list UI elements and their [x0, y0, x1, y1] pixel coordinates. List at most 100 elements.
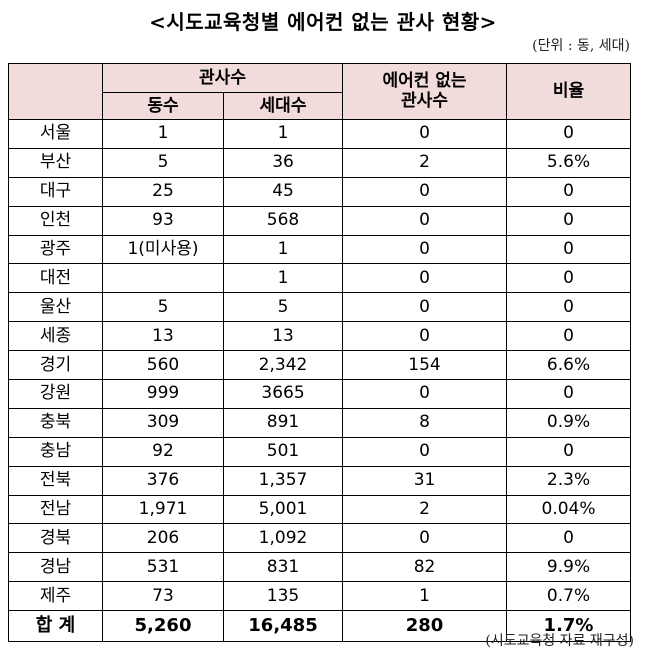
total-label: 합 계 [8, 610, 103, 643]
dong-cell: 376 [102, 465, 224, 496]
no-ac-cell: 82 [342, 552, 508, 583]
region-cell: 강원 [8, 379, 103, 409]
ratio-cell: 0 [506, 523, 632, 554]
table-row: 광주 1(미사용) 1 0 0 [8, 234, 632, 265]
ratio-cell: 0 [506, 292, 632, 323]
ratio-cell: 0.04% [506, 494, 632, 525]
ratio-cell: 0 [506, 205, 632, 236]
table-row: 강원 999 3665 0 0 [8, 379, 632, 409]
no-ac-cell: 0 [342, 263, 508, 294]
table-row: 경남 531 831 82 9.9% [8, 552, 632, 583]
table-row: 충북 309 891 8 0.9% [8, 407, 632, 438]
sedae-cell: 36 [222, 147, 344, 178]
dong-cell: 25 [102, 176, 224, 207]
no-ac-cell: 31 [342, 465, 508, 496]
no-ac-cell: 2 [342, 147, 508, 178]
sedae-cell: 1 [222, 234, 344, 265]
sedae-cell: 1 [222, 119, 344, 149]
sedae-cell: 831 [222, 552, 344, 583]
region-cell: 경북 [8, 523, 103, 554]
header-region-blank [8, 63, 103, 120]
no-ac-cell: 1 [342, 581, 508, 612]
dong-cell: 1,971 [102, 494, 224, 525]
ratio-cell: 9.9% [506, 552, 632, 583]
header-dong: 동수 [102, 92, 224, 120]
no-ac-cell: 0 [342, 292, 508, 323]
region-cell: 충남 [8, 436, 103, 467]
no-ac-cell: 0 [342, 436, 508, 467]
table-row: 서울 1 1 0 0 [8, 119, 632, 149]
sedae-cell: 2,342 [222, 350, 344, 381]
header-ratio: 비율 [506, 63, 632, 120]
no-ac-cell: 2 [342, 494, 508, 525]
table-row: 제주 73 135 1 0.7% [8, 581, 632, 612]
table-row: 경기 560 2,342 154 6.6% [8, 350, 632, 381]
no-ac-cell: 0 [342, 523, 508, 554]
no-ac-cell: 0 [342, 119, 508, 149]
table-row: 충남 92 501 0 0 [8, 436, 632, 467]
sedae-cell: 13 [222, 321, 344, 352]
dong-cell: 309 [102, 407, 224, 438]
ratio-cell: 6.6% [506, 350, 632, 381]
header-group-gwansa: 관사수 [101, 63, 344, 93]
sedae-cell: 45 [222, 176, 344, 207]
sedae-cell: 135 [222, 581, 344, 612]
dong-cell: 5 [102, 292, 224, 323]
no-ac-cell: 0 [342, 176, 508, 207]
ratio-cell: 0.7% [506, 581, 632, 612]
table-header: 관사수 에어컨 없는 관사수 비율 동수 세대수 [8, 63, 632, 120]
dong-cell [102, 263, 224, 294]
header-sedae: 세대수 [222, 92, 344, 120]
table-row: 전북 376 1,357 31 2.3% [8, 465, 632, 496]
region-cell: 제주 [8, 581, 103, 612]
table-row: 대전 1 0 0 [8, 263, 632, 294]
ratio-cell: 0 [506, 234, 632, 265]
table-row: 인천 93 568 0 0 [8, 205, 632, 236]
total-row: 합 계 5,260 16,485 280 1.7% [8, 610, 632, 643]
header-no-ac: 에어컨 없는 관사수 [342, 63, 508, 120]
dong-cell: 531 [102, 552, 224, 583]
dong-cell: 1 [102, 119, 224, 149]
header-no-ac-line2: 관사수 [401, 90, 448, 111]
dong-cell: 73 [102, 581, 224, 612]
region-cell: 충북 [8, 407, 103, 438]
sedae-cell: 568 [222, 205, 344, 236]
ratio-cell: 0 [506, 321, 632, 352]
sedae-cell: 3665 [222, 379, 344, 409]
total-sedae: 16,485 [222, 610, 344, 643]
air-conditioner-table: 관사수 에어컨 없는 관사수 비율 동수 세대수 서울 1 1 0 0 부산 5 36 2 5.6… [8, 63, 632, 643]
table-row: 부산 5 36 2 5.6% [8, 147, 632, 178]
dong-cell: 93 [102, 205, 224, 236]
dong-cell: 1(미사용) [102, 234, 224, 265]
dong-cell: 13 [102, 321, 224, 352]
sedae-cell: 1,357 [222, 465, 344, 496]
dong-cell: 92 [102, 436, 224, 467]
ratio-cell: 5.6% [506, 147, 632, 178]
table-row: 전남 1,971 5,001 2 0.04% [8, 494, 632, 525]
ratio-cell: 0 [506, 379, 632, 409]
no-ac-cell: 154 [342, 350, 508, 381]
table-row: 경북 206 1,092 0 0 [8, 523, 632, 554]
region-cell: 경남 [8, 552, 103, 583]
region-cell: 인천 [8, 205, 103, 236]
ratio-cell: 2.3% [506, 465, 632, 496]
total-dong: 5,260 [102, 610, 224, 643]
table-row: 세종 13 13 0 0 [8, 321, 632, 352]
region-cell: 울산 [8, 292, 103, 323]
no-ac-cell: 0 [342, 321, 508, 352]
no-ac-cell: 0 [342, 379, 508, 409]
source-note: (시도교육청 자료 재구성) [485, 633, 634, 649]
region-cell: 전북 [8, 465, 103, 496]
sedae-cell: 1,092 [222, 523, 344, 554]
region-cell: 대전 [8, 263, 103, 294]
dong-cell: 560 [102, 350, 224, 381]
dong-cell: 999 [102, 379, 224, 409]
dong-cell: 206 [102, 523, 224, 554]
sedae-cell: 5 [222, 292, 344, 323]
table-body: 서울 1 1 0 0 부산 5 36 2 5.6% 대구 25 45 0 0 인천 93 568 0 0 광주 1(미사용… [8, 119, 632, 612]
table-row: 울산 5 5 0 0 [8, 292, 632, 323]
total-ratio: 1.7% [506, 610, 632, 643]
ratio-cell: 0 [506, 263, 632, 294]
ratio-cell: 0.9% [506, 407, 632, 438]
sedae-cell: 5,001 [222, 494, 344, 525]
